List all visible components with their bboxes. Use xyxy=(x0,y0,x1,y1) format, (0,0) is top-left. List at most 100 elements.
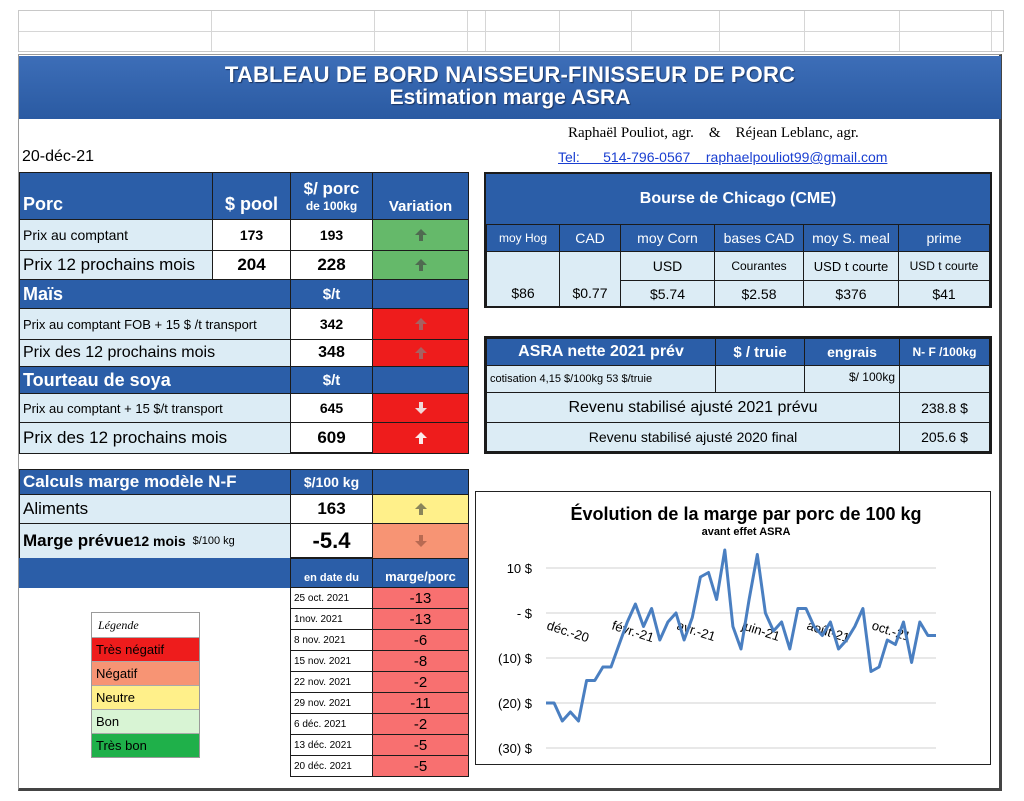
asra-nf-value xyxy=(899,365,990,393)
page-subtitle: Estimation marge ASRA xyxy=(389,86,631,109)
cme-value: $86 xyxy=(486,280,560,307)
cme-header: moy S. meal xyxy=(803,224,899,252)
dashboard-sheet xyxy=(18,54,1002,791)
chart-ytick-label: 10 $ xyxy=(507,561,533,576)
history-date: 22 nov. 2021 xyxy=(290,671,373,693)
history-date-header: en date du xyxy=(290,558,373,588)
revenu-2020-value: 205.6 $ xyxy=(899,422,990,452)
aliments-value: 163 xyxy=(290,494,373,524)
soya-unit-header: $/t xyxy=(290,366,373,394)
variation-header: Variation xyxy=(372,172,469,220)
history-date: 15 nov. 2021 xyxy=(290,650,373,672)
variation-up-icon xyxy=(372,422,469,454)
per100-header-line1: $/ porc xyxy=(303,179,360,198)
porc-row-pool: 204 xyxy=(212,250,291,280)
asra-engrais-header: engrais xyxy=(804,338,900,366)
cme-header: bases CAD xyxy=(714,224,804,252)
mais-unit-header: $/t xyxy=(290,279,373,309)
marge-label-period: 12 mois xyxy=(133,533,190,549)
report-date: 20-déc-21 xyxy=(22,148,95,165)
history-date: 1nov. 2021 xyxy=(290,608,373,630)
porc-row-per100: 193 xyxy=(290,219,373,251)
asra-title: ASRA nette 2021 prév xyxy=(486,338,716,366)
authors: Raphaël Pouliot, agr. & Réjean Leblanc, … xyxy=(568,125,859,141)
chart-xtick-label: févr.-21 xyxy=(610,618,656,646)
chart-ytick-label: (10) $ xyxy=(498,651,533,666)
cme-subheader xyxy=(559,251,621,281)
chart-ytick-label: (30) $ xyxy=(498,741,533,756)
legend-item: Très négatif xyxy=(92,637,199,661)
mais-row-value: 348 xyxy=(290,339,373,367)
chart-ytick-label: - $ xyxy=(517,606,533,621)
history-date: 8 nov. 2021 xyxy=(290,629,373,651)
page-title: TABLEAU DE BORD NAISSEUR-FINISSEUR DE PO… xyxy=(224,62,796,87)
history-date: 25 oct. 2021 xyxy=(290,587,373,609)
chart-ytick-label: (20) $ xyxy=(498,696,533,711)
variation-up-icon xyxy=(372,339,469,367)
cme-subheader: USD t courte xyxy=(803,251,899,281)
history-marge-value: -2 xyxy=(372,713,469,735)
variation-down-icon xyxy=(372,393,469,423)
asra-truie-value xyxy=(715,365,805,393)
legend-item: Négatif xyxy=(92,661,199,685)
marge-value: -5.4 xyxy=(290,523,373,559)
calc-title: Calculs marge modèle N-F xyxy=(19,469,291,495)
cme-value: $376 xyxy=(803,280,899,307)
porc-per100-header: $/ porc de 100kg xyxy=(290,172,373,220)
chart-subtitle: avant effet ASRA xyxy=(702,526,791,538)
contact-link[interactable]: Tel: 514-796-0567 raphaelpouliot99@gmail… xyxy=(558,149,888,165)
calc-unit: $/100 kg xyxy=(290,469,373,495)
mais-row-value: 342 xyxy=(290,308,373,340)
soya-row-value: 609 xyxy=(290,422,373,454)
asra-per100-label: $/ 100kg xyxy=(804,365,900,393)
cme-header: moy Corn xyxy=(620,224,715,252)
revenu-2020-label: Revenu stabilisé ajusté 2020 final xyxy=(486,422,900,452)
history-marge-value: -8 xyxy=(372,650,469,672)
asra-truie-header: $ / truie xyxy=(715,338,805,366)
porc-row-pool: 173 xyxy=(212,219,291,251)
title-banner: TABLEAU DE BORD NAISSEUR-FINISSEUR DE PO… xyxy=(19,56,1001,119)
asra-nf-header: N- F /100kg xyxy=(899,338,990,366)
soya-variation-header xyxy=(372,366,469,394)
cme-value: $41 xyxy=(898,280,990,307)
porc-row-per100: 228 xyxy=(290,250,373,280)
chart-series-line xyxy=(546,548,936,723)
cme-subheader: USD xyxy=(620,251,715,281)
history-marge-header: marge/porc xyxy=(372,558,469,588)
cme-header: prime xyxy=(898,224,990,252)
history-marge-value: -5 xyxy=(372,734,469,756)
cme-subheader: USD t courte xyxy=(898,251,990,281)
legend-item: Très bon xyxy=(92,733,199,757)
marge-label-unit: $/100 kg xyxy=(192,535,235,547)
history-blank-header xyxy=(19,558,291,588)
history-marge-value: -13 xyxy=(372,587,469,609)
revenu-2021-label: Revenu stabilisé ajusté 2021 prévu xyxy=(486,392,900,423)
cme-value: $5.74 xyxy=(620,280,715,307)
calc-variation-header xyxy=(372,469,469,495)
cme-header: CAD xyxy=(559,224,621,252)
asra-cotisation: cotisation 4,15 $/100kg 53 $/truie xyxy=(486,365,716,393)
chart-title: Évolution de la marge par porc de 100 kg xyxy=(570,503,921,524)
history-marge-value: -13 xyxy=(372,608,469,630)
mais-header: Maïs xyxy=(19,279,291,309)
history-marge-value: -2 xyxy=(372,671,469,693)
soya-row-label: Prix au comptant + 15 $/t transport xyxy=(19,393,291,423)
history-marge-value: -5 xyxy=(372,755,469,777)
history-marge-value: -11 xyxy=(372,692,469,714)
aliments-label: Aliments xyxy=(19,494,291,524)
cme-subheader: Courantes xyxy=(714,251,804,281)
porc-row-label: Prix 12 prochains mois xyxy=(19,250,213,280)
cme-subheader xyxy=(486,251,560,281)
soya-row-label: Prix des 12 prochains mois xyxy=(19,422,291,454)
history-marge-value: -6 xyxy=(372,629,469,651)
legend-item: Bon xyxy=(92,709,199,733)
legend-items: Très négatif Négatif Neutre Bon Très bon xyxy=(92,637,199,757)
mais-row-label: Prix des 12 prochains mois xyxy=(19,339,291,367)
legend-title: Légende xyxy=(98,617,139,632)
soya-header: Tourteau de soya xyxy=(19,366,291,394)
variation-down-icon xyxy=(372,523,469,559)
variation-up-icon xyxy=(372,250,469,280)
margin-chart-svg: Évolution de la marge par porc de 100 kg… xyxy=(498,503,936,756)
cme-header: moy Hog xyxy=(486,224,560,252)
porc-row-label: Prix au comptant xyxy=(19,219,213,251)
